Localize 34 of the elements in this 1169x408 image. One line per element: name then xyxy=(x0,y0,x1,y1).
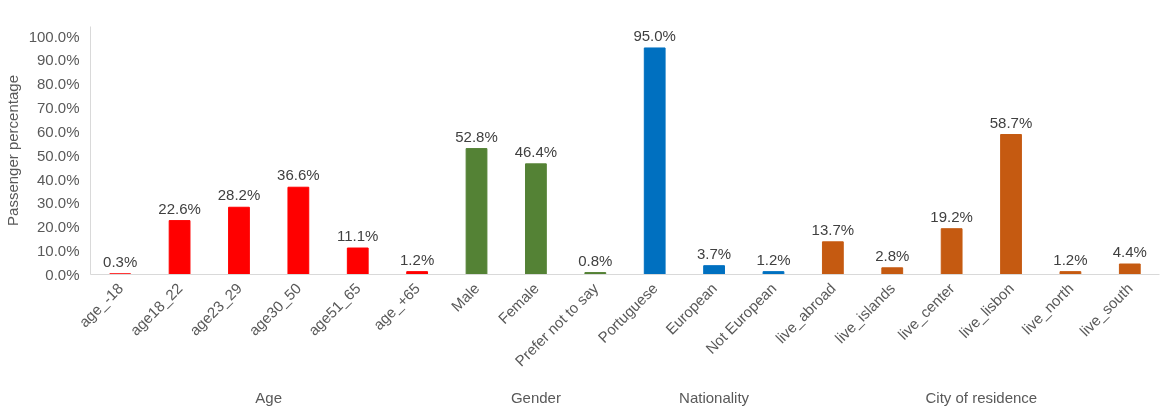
y-tick-label: 60.0% xyxy=(36,122,80,140)
data-label: 1.2% xyxy=(756,250,791,268)
y-tick-label: 70.0% xyxy=(36,99,80,117)
data-label: 28.2% xyxy=(217,186,261,204)
data-label: 95.0% xyxy=(633,26,676,44)
data-label: 13.7% xyxy=(811,220,855,238)
y-axis-title: Passenger percentage xyxy=(3,75,21,226)
data-label: 52.8% xyxy=(455,127,498,145)
data-label: 46.4% xyxy=(514,142,558,160)
data-label: 2.8% xyxy=(875,246,910,264)
y-tick-label: 10.0% xyxy=(36,242,80,260)
y-tick-label: 50.0% xyxy=(36,146,80,164)
data-label: 19.2% xyxy=(930,207,973,225)
y-tick-label: 80.0% xyxy=(36,75,80,93)
y-tick-label: 0.0% xyxy=(45,266,80,283)
y-tick-label: 40.0% xyxy=(36,170,80,188)
text: City of residence xyxy=(925,388,1038,406)
data-label: 0.8% xyxy=(578,251,613,269)
data-label: 3.7% xyxy=(696,244,732,262)
y-tick-label: 20.0% xyxy=(36,218,80,236)
data-label: 1.2% xyxy=(400,250,435,268)
text: Nationality xyxy=(679,388,750,406)
y-tick-label: 30.0% xyxy=(36,194,80,212)
y-tick-label: 100.0% xyxy=(28,27,80,45)
data-label: 1.2% xyxy=(1053,250,1088,268)
data-label: 36.6% xyxy=(277,166,320,184)
data-label: 58.7% xyxy=(989,113,1033,131)
data-label: 11.1% xyxy=(337,227,379,245)
text: Gender xyxy=(510,388,561,406)
data-label: 0.3% xyxy=(103,252,138,270)
y-tick-label: 90.0% xyxy=(36,51,80,69)
text: Age xyxy=(255,388,283,406)
data-label: 22.6% xyxy=(158,199,201,217)
data-label: 4.4% xyxy=(1112,243,1147,261)
